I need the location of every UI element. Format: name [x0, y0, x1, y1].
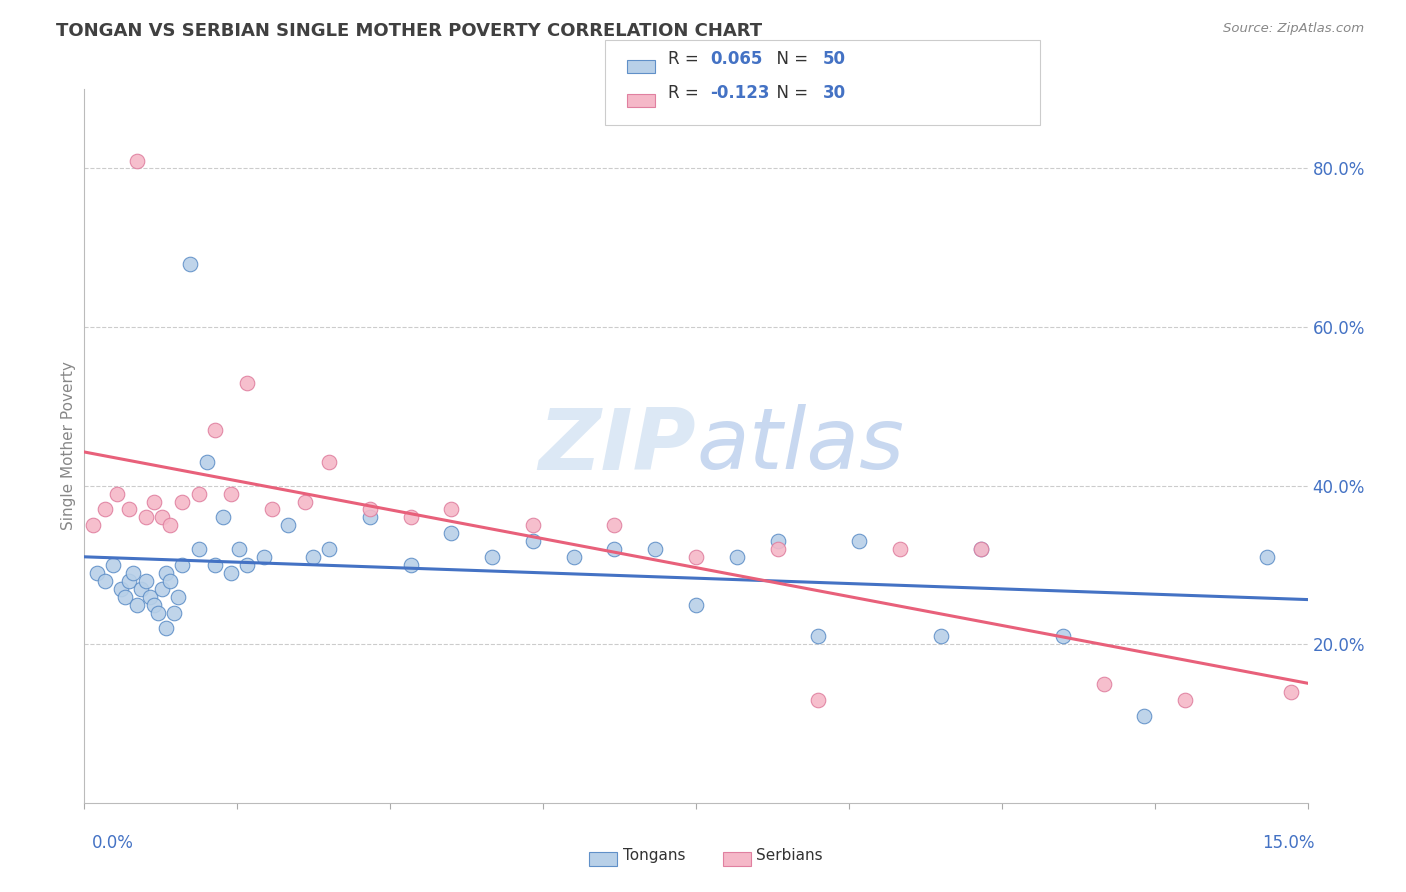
Point — [155, 621, 177, 635]
Point — [766, 534, 789, 549]
Point — [481, 549, 503, 564]
Point — [1133, 708, 1156, 723]
Point — [236, 558, 259, 572]
Point — [685, 598, 707, 612]
Text: 0.065: 0.065 — [710, 50, 762, 68]
Point — [807, 629, 830, 643]
Point — [131, 582, 153, 596]
Point — [150, 582, 173, 596]
Point — [135, 574, 157, 588]
Point — [142, 494, 165, 508]
Point — [118, 574, 141, 588]
Text: atlas: atlas — [696, 404, 904, 488]
Point — [359, 510, 381, 524]
Point — [301, 549, 323, 564]
Point — [219, 486, 242, 500]
Point — [1256, 549, 1278, 564]
Text: R =: R = — [668, 50, 704, 68]
Point — [204, 423, 226, 437]
Point — [522, 534, 544, 549]
Point — [644, 542, 666, 557]
Point — [562, 549, 585, 564]
Point — [359, 502, 381, 516]
Text: -0.123: -0.123 — [710, 84, 769, 102]
Point — [101, 558, 124, 572]
Point — [399, 558, 422, 572]
Point — [187, 542, 209, 557]
Point — [685, 549, 707, 564]
Point — [522, 518, 544, 533]
Point — [167, 590, 190, 604]
Text: N =: N = — [766, 84, 814, 102]
Point — [118, 502, 141, 516]
Point — [318, 542, 340, 557]
Point — [236, 376, 259, 390]
Point — [440, 526, 463, 541]
Point — [138, 590, 160, 604]
Text: R =: R = — [668, 84, 704, 102]
Point — [970, 542, 993, 557]
Point — [172, 558, 194, 572]
Point — [1052, 629, 1074, 643]
Point — [93, 574, 117, 588]
Point — [86, 566, 108, 580]
Point — [766, 542, 789, 557]
Point — [807, 692, 830, 706]
Point — [110, 582, 132, 596]
Point — [725, 549, 748, 564]
Point — [929, 629, 952, 643]
Point — [122, 566, 145, 580]
Text: ZIP: ZIP — [538, 404, 696, 488]
Point — [219, 566, 242, 580]
Point — [172, 494, 194, 508]
Point — [440, 502, 463, 516]
Point — [848, 534, 870, 549]
Point — [970, 542, 993, 557]
Point — [187, 486, 209, 500]
Point — [1279, 685, 1302, 699]
Text: 30: 30 — [823, 84, 845, 102]
Point — [114, 590, 136, 604]
Text: TONGAN VS SERBIAN SINGLE MOTHER POVERTY CORRELATION CHART: TONGAN VS SERBIAN SINGLE MOTHER POVERTY … — [56, 22, 762, 40]
Point — [159, 574, 181, 588]
Point — [159, 518, 181, 533]
Point — [253, 549, 276, 564]
Point — [163, 606, 186, 620]
Text: N =: N = — [766, 50, 814, 68]
Point — [212, 510, 235, 524]
Point — [294, 494, 316, 508]
Text: Serbians: Serbians — [756, 847, 823, 863]
Point — [179, 257, 201, 271]
Point — [155, 566, 177, 580]
Point — [228, 542, 250, 557]
Text: 0.0%: 0.0% — [91, 834, 134, 852]
Point — [318, 455, 340, 469]
Point — [889, 542, 911, 557]
Point — [1092, 677, 1115, 691]
Point — [204, 558, 226, 572]
Point — [127, 153, 149, 168]
Point — [195, 455, 218, 469]
Point — [93, 502, 117, 516]
Point — [146, 606, 169, 620]
Text: Source: ZipAtlas.com: Source: ZipAtlas.com — [1223, 22, 1364, 36]
Y-axis label: Single Mother Poverty: Single Mother Poverty — [60, 361, 76, 531]
Text: Tongans: Tongans — [623, 847, 685, 863]
Point — [1174, 692, 1197, 706]
Point — [260, 502, 283, 516]
Point — [150, 510, 173, 524]
Text: 15.0%: 15.0% — [1263, 834, 1315, 852]
Point — [603, 518, 626, 533]
Point — [142, 598, 165, 612]
Text: 50: 50 — [823, 50, 845, 68]
Point — [105, 486, 128, 500]
Point — [399, 510, 422, 524]
Point — [135, 510, 157, 524]
Point — [127, 598, 149, 612]
Point — [277, 518, 299, 533]
Point — [603, 542, 626, 557]
Point — [82, 518, 104, 533]
